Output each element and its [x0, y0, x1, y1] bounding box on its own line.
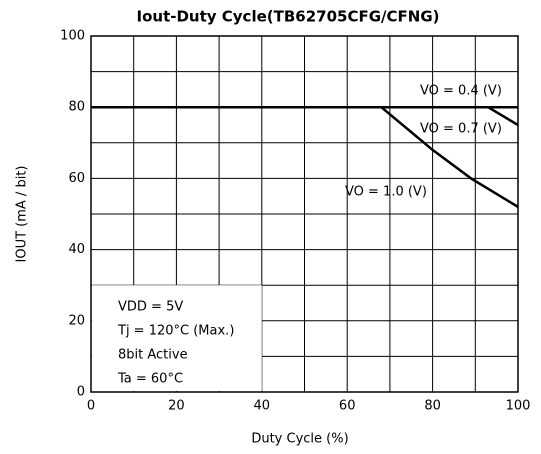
series-label: VO = 0.7 (V) — [420, 122, 502, 137]
y-tick-label: 80 — [68, 100, 85, 115]
annotation: Tj = 120°C (Max.) — [117, 324, 234, 339]
x-tick-label: 40 — [254, 399, 271, 414]
x-axis-label: Duty Cycle (%) — [251, 432, 348, 447]
chart-title: Iout-Duty Cycle(TB62705CFG/CFNG) — [137, 8, 440, 26]
series-line — [91, 105, 519, 208]
x-tick-label: 80 — [424, 399, 441, 414]
y-tick-label: 0 — [77, 385, 85, 400]
y-tick-label: 40 — [68, 242, 85, 257]
series-label: VO = 0.4 (V) — [420, 84, 502, 99]
annotation-box — [92, 285, 262, 391]
y-tick-label: 60 — [68, 171, 85, 186]
x-tick-label: 60 — [339, 399, 356, 414]
x-tick-label: 20 — [168, 399, 185, 414]
x-tick-label: 100 — [506, 399, 531, 414]
series-label: VO = 1.0 (V) — [345, 185, 427, 200]
y-axis-label: IOUT (mA / bit) — [15, 166, 30, 263]
annotation: Ta = 60°C — [117, 372, 183, 387]
annotation: 8bit Active — [118, 348, 188, 363]
annotation: VDD = 5V — [118, 300, 183, 315]
x-tick-label: 0 — [87, 399, 95, 414]
plot-frame — [90, 35, 519, 393]
y-tick-label: 100 — [60, 29, 85, 44]
y-tick-label: 20 — [68, 313, 85, 328]
